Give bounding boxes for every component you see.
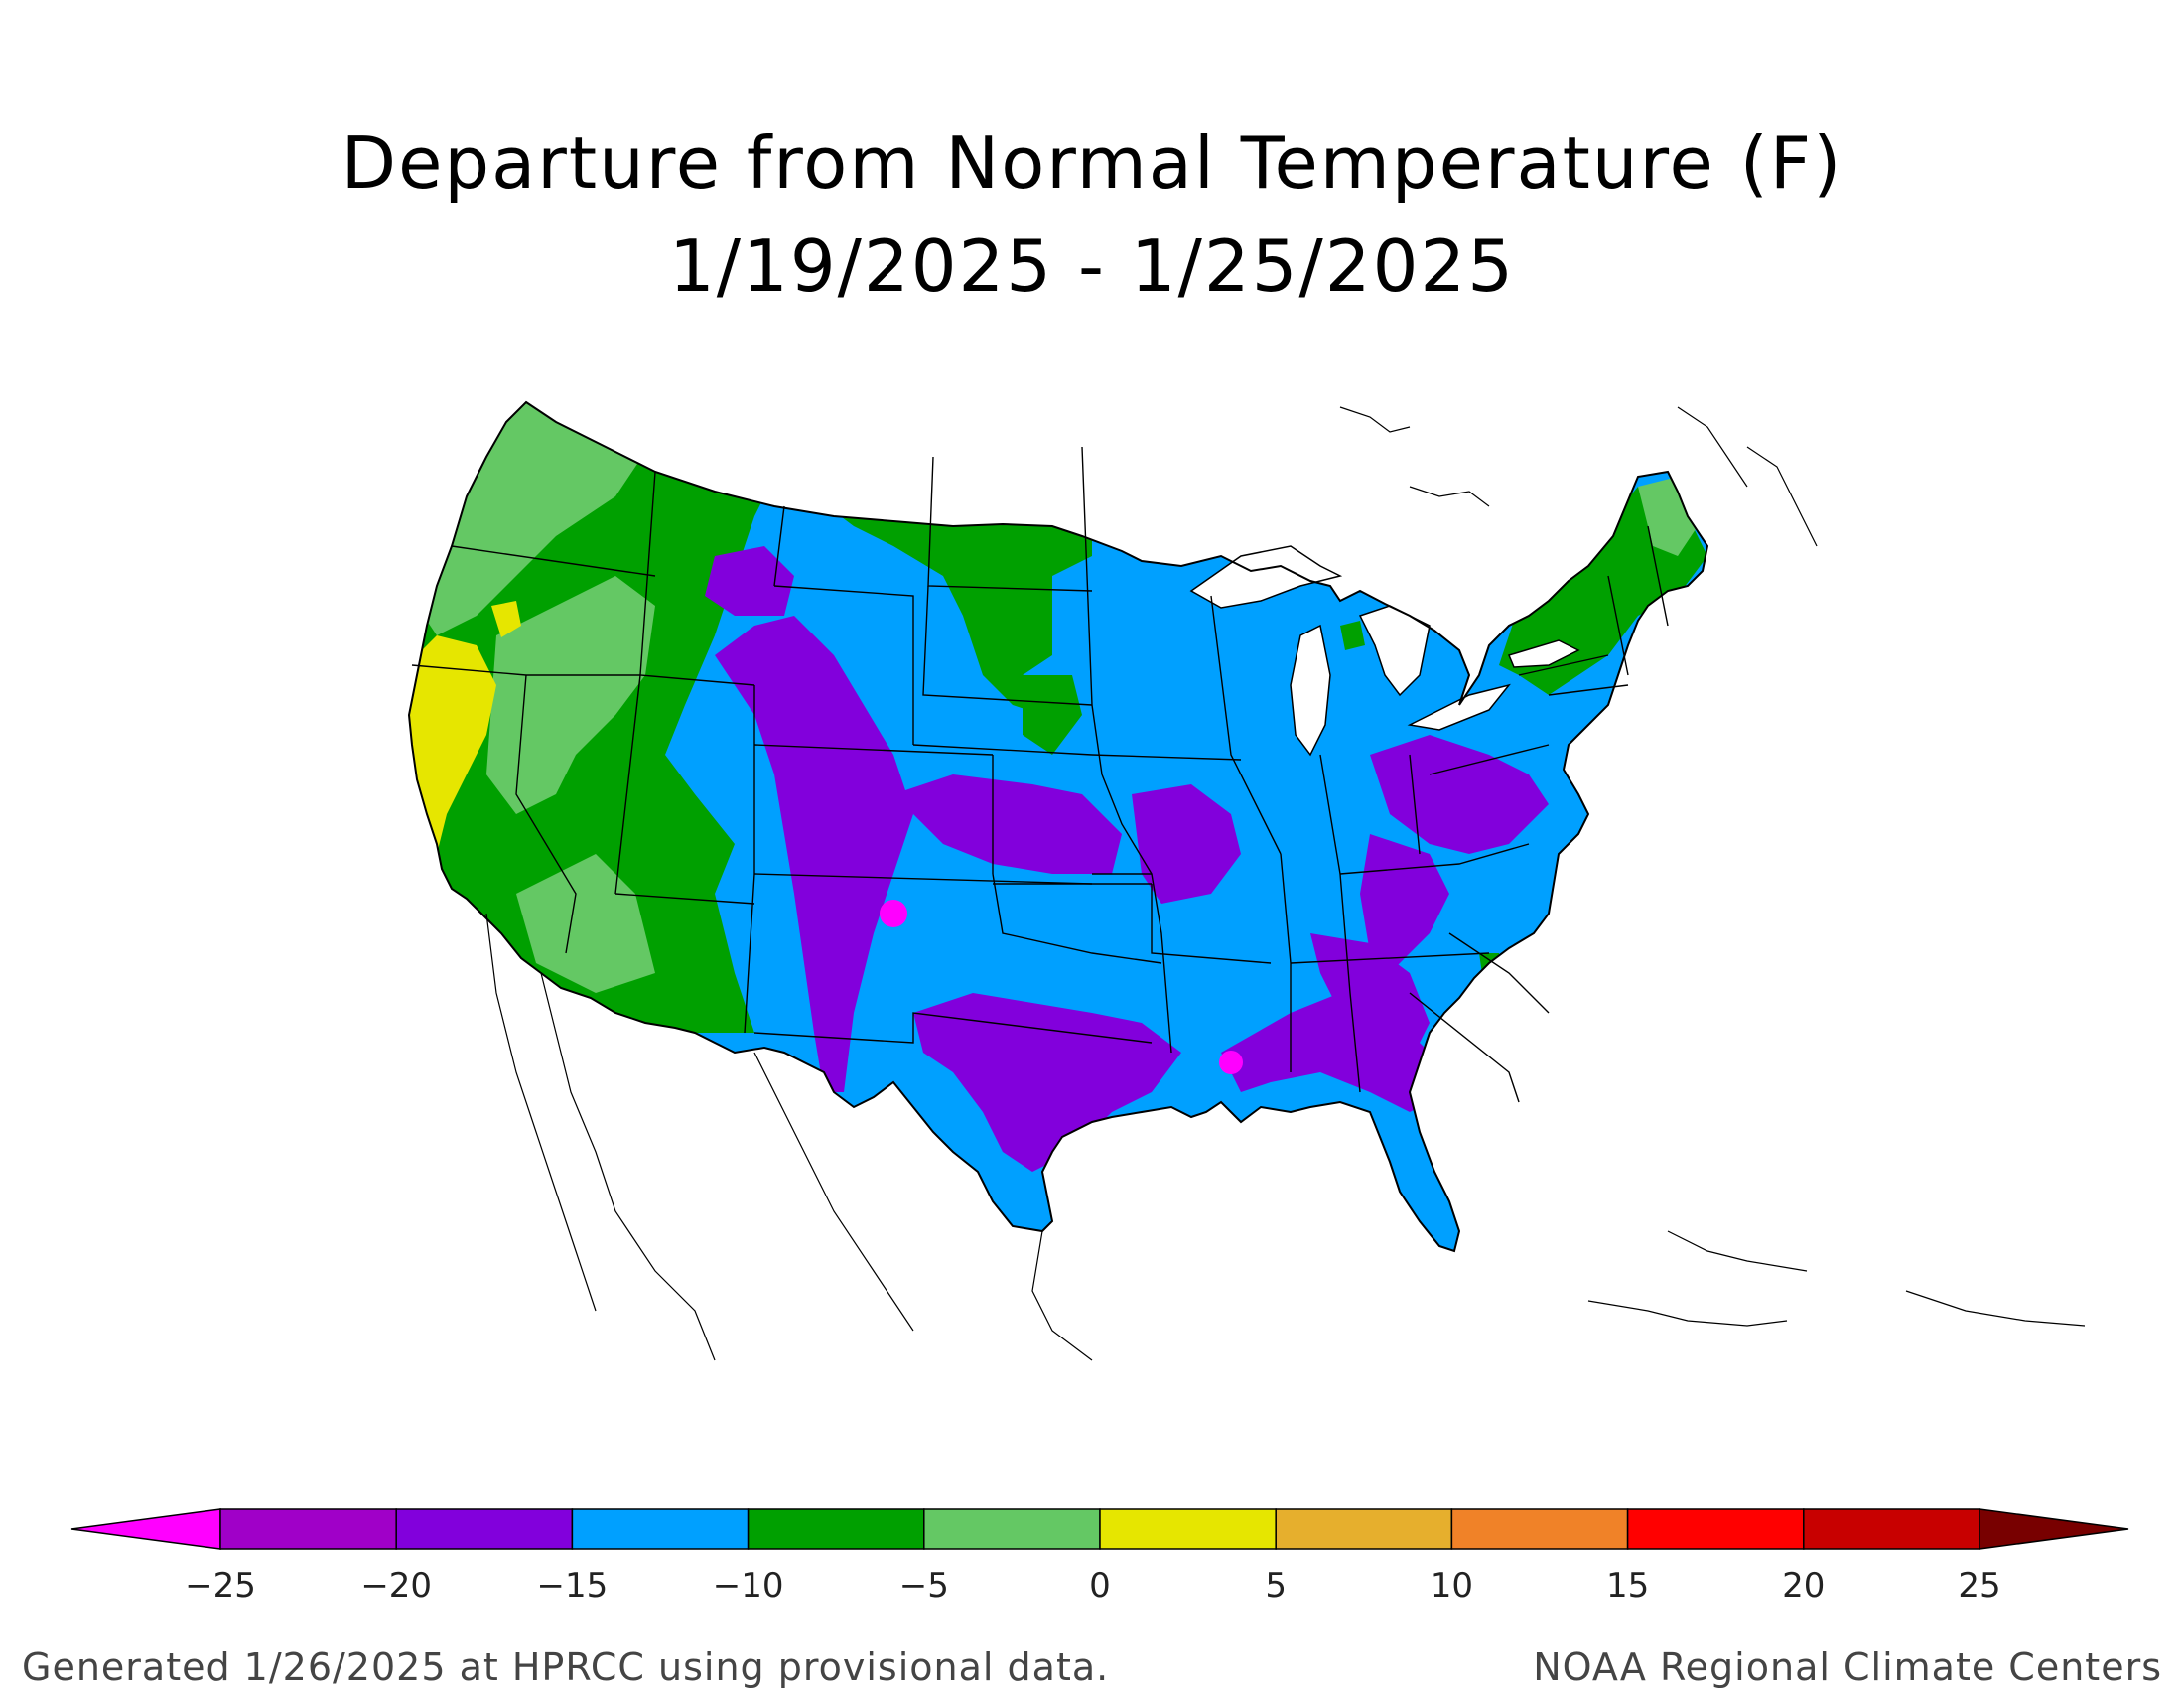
legend-tick-label: 0 bbox=[1089, 1566, 1111, 1606]
lake-erie bbox=[1407, 683, 1511, 731]
region-kansas-purple bbox=[893, 774, 1122, 874]
region-rockies-purple bbox=[715, 616, 913, 1092]
region-louisiana-magenta bbox=[1219, 1051, 1243, 1074]
region-plains-green-patch bbox=[1023, 675, 1082, 755]
legend-tick-label: −20 bbox=[360, 1566, 432, 1606]
legend-bin bbox=[923, 1508, 1101, 1550]
great-lakes bbox=[1189, 545, 1580, 757]
region-blue bbox=[409, 402, 1707, 1251]
legend-tick-labels: −25 −20 −15 −10 −5 0 5 10 15 20 25 bbox=[185, 1566, 2001, 1606]
anomaly-fill bbox=[409, 402, 1707, 1251]
generated-note: Generated 1/26/2025 at HPRCC using provi… bbox=[22, 1645, 1110, 1689]
legend-bin bbox=[1803, 1508, 1980, 1550]
map-date-range: 1/19/2025 - 1/25/2025 bbox=[668, 224, 1516, 308]
temperature-departure-map bbox=[408, 401, 2086, 1361]
legend-bin bbox=[1275, 1508, 1453, 1550]
legend-bin bbox=[747, 1508, 925, 1550]
source-credit: NOAA Regional Climate Centers bbox=[1533, 1645, 2162, 1689]
legend-bin bbox=[395, 1508, 574, 1550]
legend-tick-label: −25 bbox=[185, 1566, 256, 1606]
region-michigan-green-patch bbox=[1340, 621, 1365, 650]
legend-bin bbox=[1979, 1508, 2129, 1550]
region-norcal-yellow bbox=[491, 601, 521, 637]
legend-bins bbox=[70, 1508, 2129, 1550]
lake-ontario bbox=[1507, 639, 1580, 668]
lake-michigan bbox=[1290, 624, 1331, 757]
neighbor-coastlines bbox=[485, 406, 2086, 1361]
lake-superior bbox=[1189, 545, 1343, 609]
legend-tick-label: 20 bbox=[1782, 1566, 1825, 1606]
legend-bin bbox=[1626, 1508, 1805, 1550]
legend-tick-label: −15 bbox=[537, 1566, 609, 1606]
legend-tick-label: −5 bbox=[899, 1566, 949, 1606]
legend-tick-label: 25 bbox=[1958, 1566, 2000, 1606]
region-florida-lightgreen bbox=[1588, 1192, 1623, 1246]
region-nevada-lightgreen bbox=[486, 576, 655, 814]
map-title: Departure from Normal Temperature (F) bbox=[341, 121, 1843, 205]
region-alabama-purple bbox=[1310, 933, 1430, 1062]
legend-bin bbox=[571, 1508, 750, 1550]
legend-bin bbox=[1450, 1508, 1629, 1550]
region-missouri-purple bbox=[1132, 784, 1241, 904]
legend-tick-label: −10 bbox=[713, 1566, 784, 1606]
region-kentucky-purple bbox=[1360, 834, 1449, 973]
region-florida-green bbox=[1529, 1132, 1618, 1251]
legend-tick-label: 15 bbox=[1606, 1566, 1649, 1606]
region-california-yellow bbox=[409, 635, 496, 854]
color-legend: −25 −20 −15 −10 −5 0 5 10 15 20 25 bbox=[70, 1508, 2129, 1606]
legend-tick-label: 5 bbox=[1265, 1566, 1287, 1606]
state-borders bbox=[411, 446, 1669, 1103]
legend-bin bbox=[70, 1508, 221, 1550]
legend-bin bbox=[1099, 1508, 1277, 1550]
legend-bin bbox=[219, 1508, 397, 1550]
region-ohio-valley-purple bbox=[1370, 735, 1549, 854]
legend-tick-label: 10 bbox=[1431, 1566, 1473, 1606]
region-wyoming-purple bbox=[705, 546, 794, 616]
region-az-lightgreen bbox=[516, 854, 655, 993]
region-colorado-magenta bbox=[880, 900, 907, 927]
